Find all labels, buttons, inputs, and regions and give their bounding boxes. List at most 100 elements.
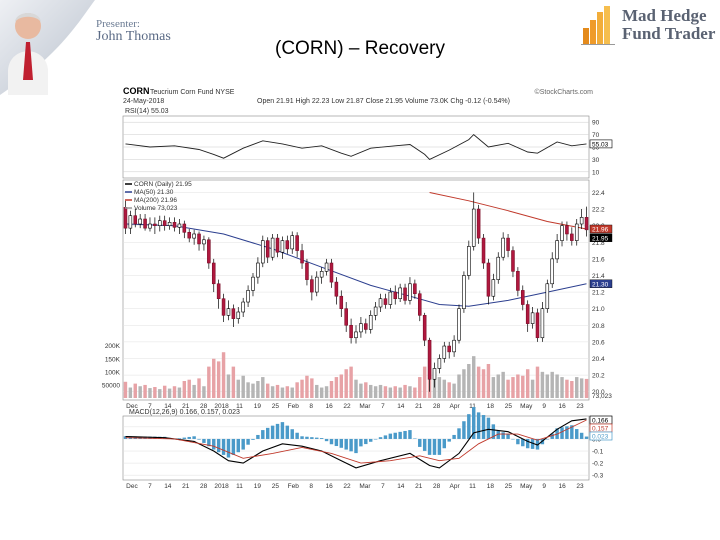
x-tick-label: Apr [450, 483, 461, 490]
candle-body [158, 220, 162, 226]
candle-body [319, 271, 324, 278]
macd-histogram-bar [378, 437, 383, 439]
macd-histogram-bar [437, 438, 442, 455]
price-value-tag [589, 233, 613, 243]
volume-bar [560, 377, 564, 398]
volume-bar [295, 382, 299, 398]
volume-bar [162, 385, 167, 398]
macd-histogram-bar [226, 438, 231, 458]
volume-bar [329, 381, 334, 398]
volume-bar [133, 383, 137, 398]
x-tick-label: 7 [148, 483, 152, 490]
candle-body [457, 308, 461, 341]
candle-body [388, 291, 393, 305]
price-tick-label: 22.4 [592, 190, 605, 197]
macd-histogram-bar [364, 438, 368, 445]
macd-histogram-bar [584, 436, 589, 439]
macd-histogram-bar [447, 438, 451, 442]
x-tick-label: Mar [359, 483, 371, 490]
volume-bar [305, 375, 309, 398]
candle-body [545, 283, 550, 309]
x-tick-label: 25 [272, 483, 280, 490]
macd-histogram-bar [324, 438, 329, 442]
volume-bar [584, 378, 589, 398]
price-value-tag [589, 279, 613, 288]
x-tick-label: 22 [343, 403, 351, 410]
rsi-tick-label: 30 [592, 157, 600, 164]
candle-body [476, 208, 481, 239]
volume-bar [555, 374, 559, 398]
x-tick-label: 11 [469, 483, 476, 490]
x-tick-label: 2018 [214, 403, 229, 410]
macd-value-tag-text: 0.023 [592, 434, 609, 441]
x-tick-label: 28 [433, 403, 441, 410]
volume-bar [388, 387, 393, 398]
price-tick-label: 20.8 [592, 323, 605, 330]
candle-body [462, 275, 466, 309]
x-tick-label: 23 [576, 483, 584, 490]
x-tick-label: 21 [415, 403, 423, 410]
volume-bar [246, 382, 250, 398]
legend-entry: Volume 73,023 [134, 205, 178, 212]
volume-bar [212, 358, 216, 398]
candle-body [368, 315, 373, 330]
x-tick-label: 9 [542, 483, 546, 490]
volume-bar [413, 387, 417, 398]
rsi-label: RSI(14) 55.03 [125, 108, 169, 115]
volume-bar [334, 377, 339, 398]
candle-body [197, 233, 201, 245]
price-tick-label: 21.4 [592, 273, 605, 280]
x-tick-label: 7 [381, 483, 385, 490]
candle-body [324, 262, 329, 272]
volume-bar [579, 378, 584, 398]
candle-body [373, 306, 378, 316]
volume-bar [525, 369, 530, 398]
volume-bar [187, 379, 191, 398]
candle-body [226, 308, 231, 316]
macd-signal-line [125, 419, 587, 464]
macd-histogram-bar [236, 438, 240, 453]
x-tick-label: 21 [415, 483, 423, 490]
macd-histogram-bar [388, 433, 393, 439]
candle-body [359, 323, 363, 333]
volume-bar [153, 387, 157, 398]
macd-histogram-bar [295, 432, 299, 439]
volume-tick-label: 200K [105, 343, 121, 350]
rsi-tick-label: 70 [592, 132, 600, 139]
price-frame [122, 179, 590, 401]
candle-body [231, 308, 236, 319]
x-tick-label: 23 [576, 403, 584, 410]
macd-histogram-bar [300, 436, 304, 439]
volume-bar [570, 381, 574, 398]
x-tick-label: 9 [542, 403, 546, 410]
price-value-tag-text: 21.96 [592, 226, 609, 233]
candle-body [574, 223, 579, 241]
volume-bar [472, 356, 476, 398]
candle-body [525, 304, 530, 324]
macd-histogram-bar [123, 436, 128, 439]
volume-bar [575, 377, 579, 398]
volume-bar [324, 386, 329, 398]
macd-histogram-bar [285, 425, 290, 439]
candle-body [221, 298, 226, 316]
price-panel: 22.422.222.021.821.621.421.221.020.820.6… [102, 179, 613, 410]
candle-body [270, 237, 275, 258]
price-tick-label: 20.2 [592, 373, 605, 380]
x-tick-label: Apr [450, 403, 461, 410]
candle-body [521, 290, 525, 305]
macd-histogram-bar [427, 438, 432, 455]
price-tick-label: 21.2 [592, 290, 605, 297]
volume-bar [182, 381, 187, 398]
macd-line [125, 418, 587, 469]
macd-histogram-bar [256, 434, 260, 439]
macd-histogram-bar [290, 429, 294, 439]
macd-value-tag [589, 431, 613, 441]
volume-bar [501, 371, 505, 398]
macd-histogram-bar [432, 438, 437, 455]
macd-histogram-bar [452, 434, 456, 439]
x-tick-label: May [520, 403, 533, 410]
macd-histogram-bar [476, 412, 481, 439]
macd-histogram-bar [521, 438, 525, 447]
macd-histogram-bar [275, 423, 280, 439]
candle-body [305, 262, 309, 280]
